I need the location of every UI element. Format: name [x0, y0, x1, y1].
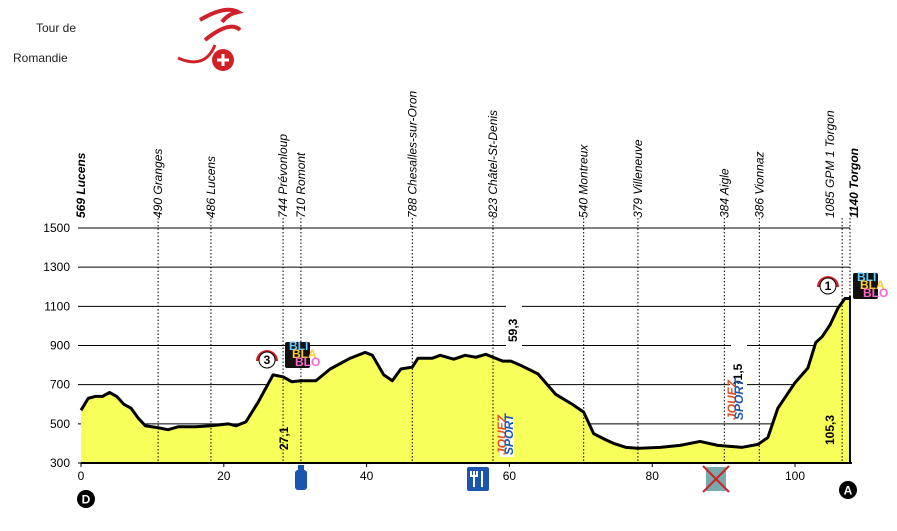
x-tick-label: 0	[78, 469, 85, 483]
bonus-badge-text: BLA	[860, 278, 885, 292]
x-tick-label: 60	[503, 469, 517, 483]
finish-marker-label: A	[844, 484, 853, 498]
location-label: 486 Lucens	[204, 156, 218, 218]
bonus-badge-text: BLI	[857, 270, 876, 284]
climb-icon	[819, 277, 837, 295]
x-tick-label: 80	[646, 469, 660, 483]
location-label: 384 Aigle	[717, 168, 731, 218]
y-tick-label: 700	[50, 378, 70, 392]
service-cross	[702, 465, 730, 493]
location-label: 710 Romont	[294, 152, 308, 218]
location-label: 540 Montreux	[577, 144, 591, 218]
sprint-badge-text: SPORT	[732, 377, 746, 420]
bonus-badge-text: BLA	[292, 347, 317, 361]
start-marker-label: D	[82, 493, 91, 507]
logo-line1: Tour de	[36, 21, 76, 35]
y-tick-label: 900	[50, 339, 70, 353]
annotation-box	[731, 345, 747, 391]
distance-annotation: 59,3	[506, 318, 520, 342]
logo-line2: Romandie	[13, 51, 68, 65]
bonus-badge-text: BLO	[863, 286, 888, 300]
logo-swoosh	[177, 44, 217, 64]
bonus-badge-text: BLI	[289, 339, 308, 353]
bottle-cap	[298, 465, 304, 470]
location-label: 788 Chesalles-sur-Oron	[405, 91, 419, 218]
distance-annotation: 27,1	[277, 426, 291, 450]
climb-category: 1	[825, 279, 832, 293]
annotation-box	[506, 300, 522, 346]
sprint-badge	[730, 384, 744, 422]
bonus-badge	[285, 342, 310, 368]
bonus-badge	[853, 273, 878, 299]
location-label: 379 Villeneuve	[631, 139, 645, 218]
food-icon-cutlery	[470, 471, 483, 487]
logo-cross	[217, 54, 229, 66]
y-tick-label: 500	[50, 417, 70, 431]
sprint-badge	[500, 419, 514, 457]
x-tick-label: 20	[217, 469, 231, 483]
logo-swoosh	[198, 7, 244, 42]
distance-annotation: 105,3	[823, 415, 837, 445]
y-tick-label: 300	[50, 456, 70, 470]
location-label: 1140 Torgon	[847, 148, 861, 218]
logo: Tour de Romandie	[13, 7, 244, 71]
y-tick-label: 1300	[43, 260, 70, 274]
sprint-badge-text: JOUEZ	[725, 379, 739, 420]
location-label: 386 Vionnaz	[752, 151, 766, 218]
sprint-badge-text: SPORT	[502, 412, 516, 455]
climb-icon	[258, 351, 276, 369]
y-tick-label: 1100	[44, 299, 70, 313]
y-tick-label: 1500	[43, 221, 70, 235]
profile-line	[79, 297, 850, 450]
sprint-badge-text: JOUEZ	[495, 414, 509, 455]
climb-category: 3	[264, 353, 271, 367]
location-label: 1085 GPM 1 Torgon	[823, 110, 837, 218]
location-label: 823 Châtel-St-Denis	[486, 110, 500, 218]
location-label: 490 Granges	[151, 149, 165, 218]
location-label: 569 Lucens	[74, 152, 88, 218]
food-icon	[467, 467, 489, 491]
distance-annotation: 91,5	[731, 363, 745, 387]
start-marker	[77, 490, 95, 508]
x-tick-label: 100	[785, 469, 805, 483]
finish-marker	[839, 481, 857, 499]
bonus-badge-text: BLO	[295, 355, 320, 369]
bottle-icon	[295, 470, 307, 490]
x-tick-label: 40	[360, 469, 374, 483]
area-fill	[81, 298, 850, 463]
location-label: 744 Prévonloup	[276, 134, 290, 218]
